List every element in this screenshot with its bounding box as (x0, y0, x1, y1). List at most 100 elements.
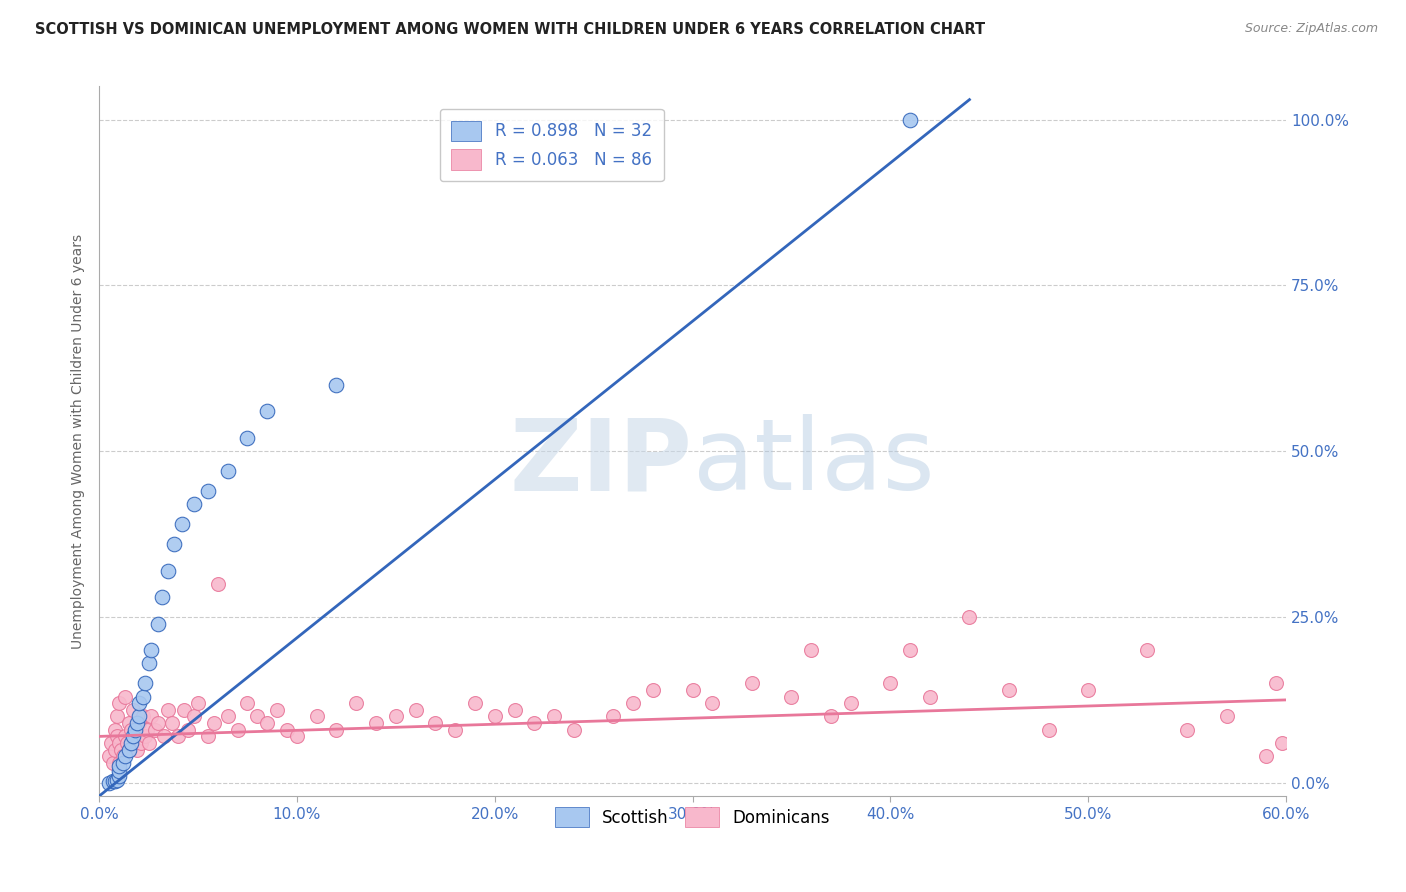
Point (172, 517, 194, 532)
Point (641, 682, 664, 697)
Point (1077, 682, 1099, 697)
Point (1215, 709, 1237, 723)
Point (128, 716, 150, 731)
Point (1265, 676, 1288, 690)
Point (266, 703, 288, 717)
Point (702, 696, 724, 710)
Point (108, 764, 131, 778)
Point (134, 730, 156, 744)
Point (124, 723, 146, 737)
Point (143, 723, 166, 737)
Point (285, 730, 308, 744)
Point (276, 723, 298, 737)
Point (405, 703, 427, 717)
Point (173, 703, 195, 717)
Point (120, 723, 142, 737)
Point (959, 610, 981, 624)
Point (162, 716, 184, 731)
Point (153, 730, 176, 744)
Point (741, 676, 763, 690)
Point (105, 772, 128, 787)
Point (682, 682, 704, 697)
Point (177, 723, 200, 737)
Point (118, 742, 141, 756)
Point (111, 749, 134, 764)
Point (138, 657, 160, 671)
Point (104, 723, 127, 737)
Point (114, 749, 136, 764)
Text: Source: ZipAtlas.com: Source: ZipAtlas.com (1244, 22, 1378, 36)
Point (152, 590, 174, 604)
Point (325, 377, 347, 392)
Point (98, 776, 121, 790)
Point (207, 577, 229, 591)
Point (236, 431, 259, 445)
Point (167, 730, 190, 744)
Point (138, 736, 160, 750)
Point (135, 723, 157, 737)
Point (157, 703, 180, 717)
Point (364, 716, 387, 731)
Point (256, 716, 278, 731)
Point (217, 464, 239, 478)
Point (800, 643, 823, 657)
Point (879, 676, 901, 690)
Point (139, 709, 162, 723)
Y-axis label: Unemployment Among Women with Children Under 6 years: Unemployment Among Women with Children U… (72, 234, 86, 648)
Point (543, 709, 565, 723)
Point (114, 690, 136, 704)
Point (226, 723, 249, 737)
Point (131, 690, 153, 704)
Point (839, 696, 862, 710)
Point (148, 616, 170, 631)
Point (197, 730, 219, 744)
Point (163, 537, 186, 551)
Point (621, 696, 644, 710)
Point (124, 730, 146, 744)
Point (101, 774, 124, 789)
Point (108, 696, 131, 710)
Point (425, 716, 447, 731)
Point (110, 742, 132, 756)
Point (108, 736, 131, 750)
Point (602, 709, 624, 723)
Point (128, 709, 150, 723)
Point (217, 709, 239, 723)
Text: ZIP: ZIP (509, 414, 693, 511)
Point (128, 696, 150, 710)
Point (105, 709, 128, 723)
Point (183, 709, 205, 723)
Point (121, 730, 143, 744)
Point (1256, 749, 1278, 764)
Point (820, 709, 842, 723)
Point (125, 716, 148, 731)
Point (1038, 723, 1060, 737)
Point (523, 716, 546, 731)
Point (148, 716, 170, 731)
Text: SCOTTISH VS DOMINICAN UNEMPLOYMENT AMONG WOMEN WITH CHILDREN UNDER 6 YEARS CORRE: SCOTTISH VS DOMINICAN UNEMPLOYMENT AMONG… (35, 22, 986, 37)
Point (104, 773, 127, 788)
Point (325, 723, 347, 737)
Point (256, 404, 278, 418)
Point (101, 756, 124, 770)
Point (562, 723, 585, 737)
Point (898, 643, 921, 657)
Point (484, 709, 506, 723)
Point (918, 690, 941, 704)
Text: atlas: atlas (693, 414, 934, 511)
Point (118, 742, 141, 756)
Point (202, 716, 225, 731)
Point (236, 696, 259, 710)
Point (118, 716, 141, 731)
Point (998, 682, 1021, 697)
Point (115, 736, 138, 750)
Point (1136, 643, 1159, 657)
Point (105, 730, 128, 744)
Point (385, 709, 408, 723)
Point (1175, 723, 1198, 737)
Point (108, 759, 131, 773)
Point (121, 703, 143, 717)
Point (1271, 736, 1294, 750)
Point (898, 112, 921, 127)
Point (104, 742, 127, 756)
